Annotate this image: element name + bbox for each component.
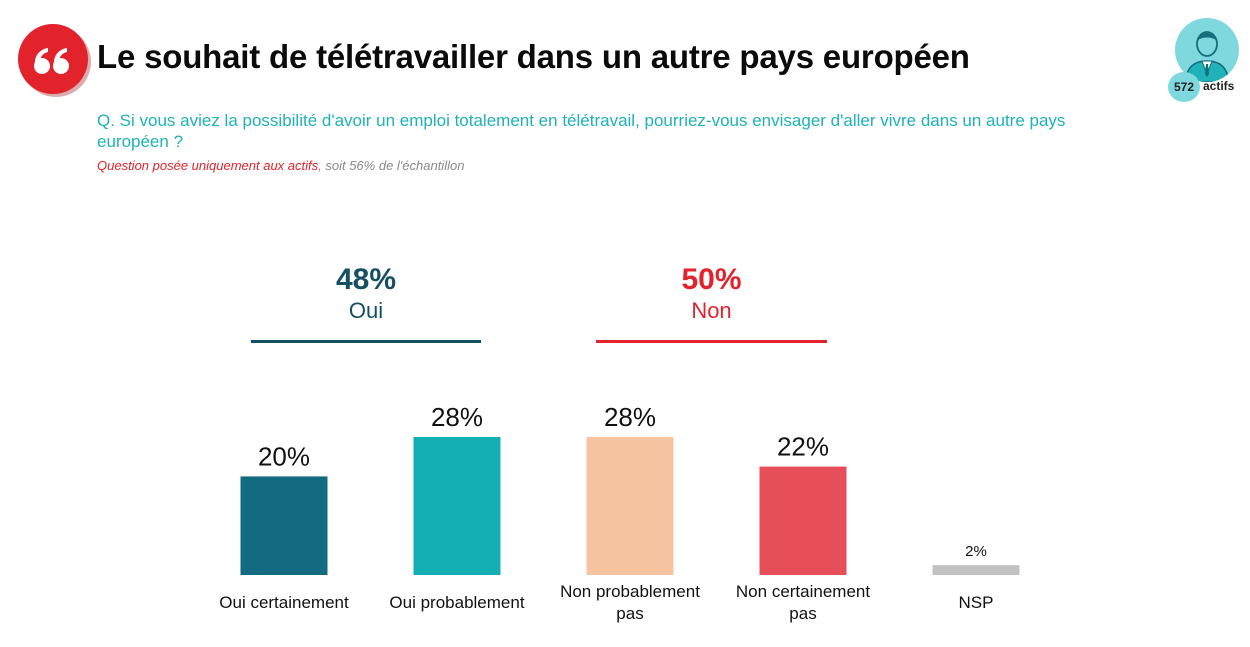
bar-0 <box>240 476 328 575</box>
bar-2 <box>586 437 674 575</box>
group-oui: 48% Oui <box>251 264 481 343</box>
group-non: 50% Non <box>596 264 827 343</box>
quote-icon <box>18 24 88 94</box>
category-label-4-0: NSP <box>959 593 994 612</box>
category-label-3-0: Non certainement <box>736 582 870 601</box>
group-oui-label: Oui <box>348 298 384 323</box>
group-non-pct: 50% <box>681 263 742 296</box>
sample-note-rest: , soit 56% de l'échantillon <box>318 158 465 173</box>
group-oui-pct: 48% <box>335 263 397 296</box>
value-label-1: 28% <box>431 402 483 432</box>
category-label-0-0: Oui certainement <box>219 593 349 612</box>
category-label-2-0: Non probablement <box>560 582 700 601</box>
category-label-3-1: pas <box>789 604 816 623</box>
group-non-rule <box>596 340 827 343</box>
group-non-label: Non <box>691 298 732 323</box>
value-label-0: 20% <box>258 441 310 471</box>
sample-note: Question posée uniquement aux actifs, so… <box>97 158 464 173</box>
bar-1 <box>413 437 501 575</box>
category-label-1-0: Oui probablement <box>389 593 524 612</box>
survey-question: Q. Si vous aviez la possibilité d'avoir … <box>97 111 1066 151</box>
respondent-label: actifs <box>1203 79 1235 93</box>
quote-glyph <box>34 48 69 74</box>
bar-3 <box>759 466 847 575</box>
value-label-4: 2% <box>965 543 987 560</box>
bar-4 <box>932 565 1020 575</box>
group-oui-rule <box>251 340 481 343</box>
page-title: Le souhait de télétravailler dans un aut… <box>97 38 970 75</box>
value-label-2: 28% <box>604 402 656 432</box>
sample-note-highlight: Question posée uniquement aux actifs <box>97 158 319 173</box>
category-label-2-1: pas <box>616 604 643 623</box>
respondent-count: 572 <box>1168 72 1200 102</box>
value-label-3: 22% <box>777 432 829 462</box>
